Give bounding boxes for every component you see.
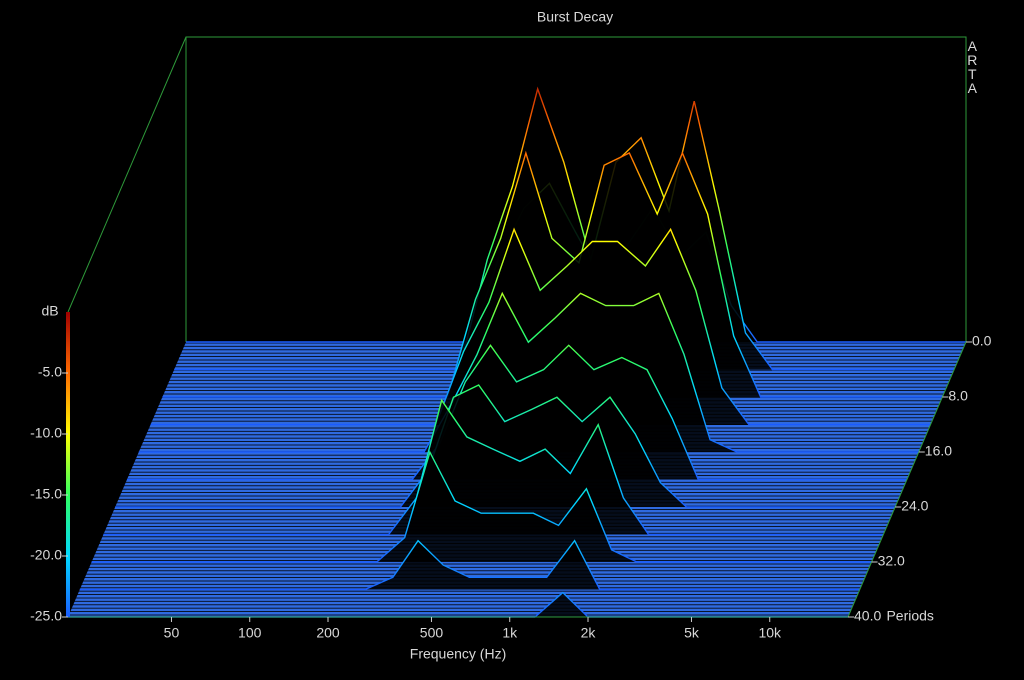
x-tick-label: 50: [164, 625, 180, 641]
z-tick-label: -10.0: [30, 425, 62, 441]
y-axis: [847, 341, 967, 618]
slice-fill: [138, 293, 919, 452]
chart-title: Burst Decay: [537, 9, 613, 25]
slice-fill: [127, 345, 907, 480]
y-tick-label: 40.0: [854, 608, 881, 624]
slice-line: [150, 227, 931, 426]
slice-fill: [150, 229, 931, 425]
slice-line: [162, 150, 943, 398]
x-axis-label: Frequency (Hz): [410, 646, 506, 662]
y-axis-label: Periods: [886, 608, 933, 624]
z-tick-label: -20.0: [30, 547, 62, 563]
slice-line: [79, 539, 860, 591]
x-tick-label: 200: [316, 625, 340, 641]
slice-line: [103, 398, 884, 536]
y-tick-label: 0.0: [972, 333, 992, 349]
z-axis-label: dB: [41, 303, 58, 319]
slice-fill: [162, 153, 943, 397]
slice-fill: [174, 88, 955, 370]
z-tick-label: -15.0: [30, 486, 62, 502]
color-bar: [66, 312, 70, 617]
y-tick-label: 16.0: [925, 443, 952, 459]
left-diagonal: [67, 36, 187, 313]
x-tick-label: 5k: [684, 625, 700, 641]
back-wall: [185, 36, 967, 342]
x-tick-label: 2k: [581, 625, 597, 641]
slice-fill: [91, 452, 872, 562]
x-tick-label: 10k: [758, 625, 782, 641]
y-tick-label: 8.0: [948, 388, 968, 404]
z-tick-label: -25.0: [30, 608, 62, 624]
slice-fill: [79, 540, 860, 590]
y-tick-label: 32.0: [878, 553, 905, 569]
z-tick-label: -5.0: [38, 364, 62, 380]
x-tick-label: 1k: [502, 625, 518, 641]
y-tick-label: 24.0: [901, 498, 928, 514]
x-tick-label: 100: [238, 625, 262, 641]
x-tick-label: 500: [420, 625, 444, 641]
slice-line: [91, 450, 872, 563]
watermark: ARTA: [964, 38, 980, 94]
slice-fill: [115, 385, 896, 507]
slice-fill: [103, 400, 884, 535]
slice-line: [138, 291, 919, 453]
